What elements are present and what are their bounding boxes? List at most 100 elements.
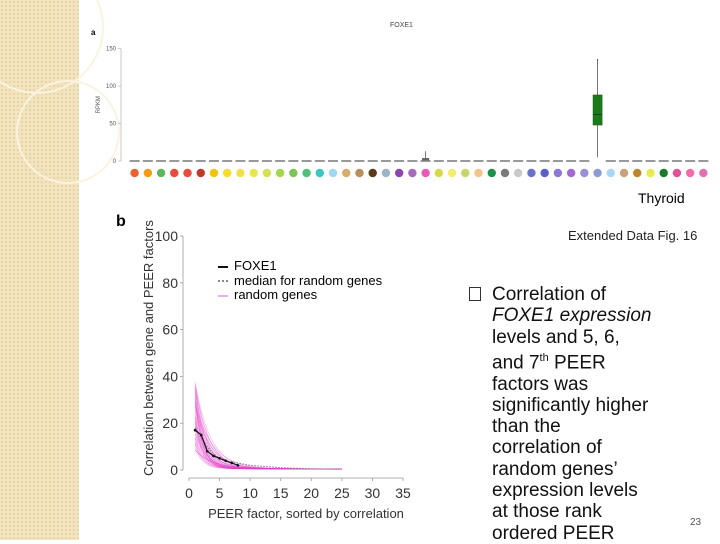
tissue-dot: [593, 168, 602, 178]
panel-a-title: FOXE1: [390, 22, 413, 29]
tissue-dot: [514, 168, 523, 178]
tissue-dot: [209, 168, 219, 178]
foxe1-point: [199, 433, 203, 437]
tissue-dot: [302, 168, 311, 178]
y-tick-label: 20: [162, 415, 178, 431]
random-gene-line: [194, 400, 342, 470]
decorative-ring: [16, 80, 120, 184]
bullet-text: Correlation of FOXE1 expression levels a…: [492, 284, 692, 544]
bullet-fragment: PEER: [548, 352, 606, 374]
tissue-dot: [223, 168, 232, 178]
caption-text: Extended Data Fig. 16: [568, 228, 698, 243]
y-tick-label: 40: [162, 368, 178, 384]
tissue-dot: [487, 168, 496, 178]
tissue-dot: [196, 168, 205, 178]
x-tick-label: 20: [303, 485, 319, 501]
random-gene-line: [194, 412, 342, 470]
y-tick-label: 80: [162, 275, 178, 291]
tissue-dot: [342, 168, 351, 178]
y-tick-label: 60: [162, 322, 178, 338]
tissue-dot: [289, 168, 298, 178]
bullet-superscript: th: [539, 351, 549, 364]
tissue-dot: [527, 168, 536, 178]
tissue-dot: [408, 168, 417, 178]
tissue-dot: [130, 168, 139, 178]
bullet-line: significantly higher: [492, 394, 649, 416]
bullet-box-icon: [469, 287, 481, 301]
bullet-line: FOXE1 expression: [492, 305, 692, 326]
x-tick-label: 30: [365, 485, 381, 501]
correlation-line-chart: 0 20 40 60 80 100 0 5 10 15 20 25 30 35 PEER factor, s…: [141, 220, 411, 521]
legend-label: median for random genes: [234, 272, 383, 288]
legend-item-median: median for random genes: [218, 272, 383, 289]
decorative-sidebar: [0, 0, 120, 540]
random-gene-line: [194, 382, 342, 470]
tissue-dot: [170, 168, 179, 178]
box-plot: 0 50 100 150 RPKM: [96, 47, 709, 178]
foxe1-point: [206, 449, 209, 453]
x-tick-label: 10: [242, 485, 258, 501]
y-tick-label: 0: [113, 159, 117, 165]
x-tick-label: 5: [216, 485, 224, 501]
legend-label: FOXE1: [234, 258, 277, 273]
box-thyroid: [592, 94, 603, 126]
tissue-dot: [183, 168, 192, 178]
tissue-dot: [633, 168, 642, 178]
tissue-dot: [540, 168, 549, 178]
box-small: [422, 158, 430, 161]
bullet-fragment: and 7: [492, 352, 540, 374]
foxe1-point: [224, 459, 227, 462]
tissue-dot: [381, 168, 391, 178]
tissue-dot: [619, 168, 629, 178]
foxe1-point: [230, 461, 234, 465]
legend: FOXE1 median for random genes random gen…: [218, 258, 383, 303]
tissue-dot: [236, 168, 245, 178]
panel-a-letter: a: [91, 28, 96, 37]
tissue-dot: [606, 168, 615, 178]
tissue-dot: [685, 168, 695, 178]
page-number: 23: [690, 517, 702, 528]
tissue-dot: [328, 168, 338, 178]
tissue-dot: [315, 168, 324, 178]
figure-caption: Extended Data Fig. 16: [568, 227, 708, 245]
legend-label: random genes: [234, 287, 318, 302]
legend-item-foxe1: FOXE1: [218, 258, 382, 274]
tissue-dot: [355, 168, 364, 178]
x-tick-label: 15: [273, 485, 289, 501]
foxe1-point: [218, 457, 221, 460]
tissue-dot: [659, 168, 668, 178]
box-outlier: [596, 59, 599, 61]
gene-name: FOXE1 expression: [492, 305, 652, 327]
tissue-dot: [434, 168, 444, 178]
y-tick-label: 0: [170, 462, 178, 478]
y-tick-label: 50: [109, 122, 116, 128]
y-tick-label: 100: [155, 228, 179, 244]
x-tick-label: 35: [395, 485, 411, 501]
tissue-dot: [646, 168, 655, 178]
tissue-dot: [394, 168, 404, 178]
foxe1-point: [236, 464, 240, 467]
tissue-dot: [156, 168, 166, 178]
y-axis-label: RPKM: [96, 96, 102, 113]
tissue-dot: [143, 168, 153, 178]
random-gene-line: [194, 398, 342, 470]
tissue-dot: [368, 168, 377, 178]
random-gene-line: [194, 424, 342, 470]
foxe1-point: [193, 428, 197, 432]
random-gene-line: [194, 400, 342, 470]
legend-item-random: random genes: [218, 287, 382, 303]
bullet-line: correlation of: [492, 437, 602, 459]
bullet-line: expression levels: [492, 480, 638, 501]
y-tick-label: 150: [106, 47, 117, 53]
bullet-line: than the: [492, 416, 561, 438]
tissue-dot: [566, 168, 576, 178]
tissue-dot: [275, 168, 285, 178]
x-axis-label: PEER factor, sorted by correlation: [208, 506, 404, 521]
tissue-dot: [249, 168, 258, 178]
tissue-dot: [461, 168, 470, 178]
foxe1-point: [212, 454, 215, 458]
bullet-line: and 7th PEER: [492, 348, 692, 374]
bullet-line: factors was: [492, 373, 589, 395]
tissue-dot: [553, 168, 563, 178]
panel-b-letter: b: [116, 213, 126, 230]
